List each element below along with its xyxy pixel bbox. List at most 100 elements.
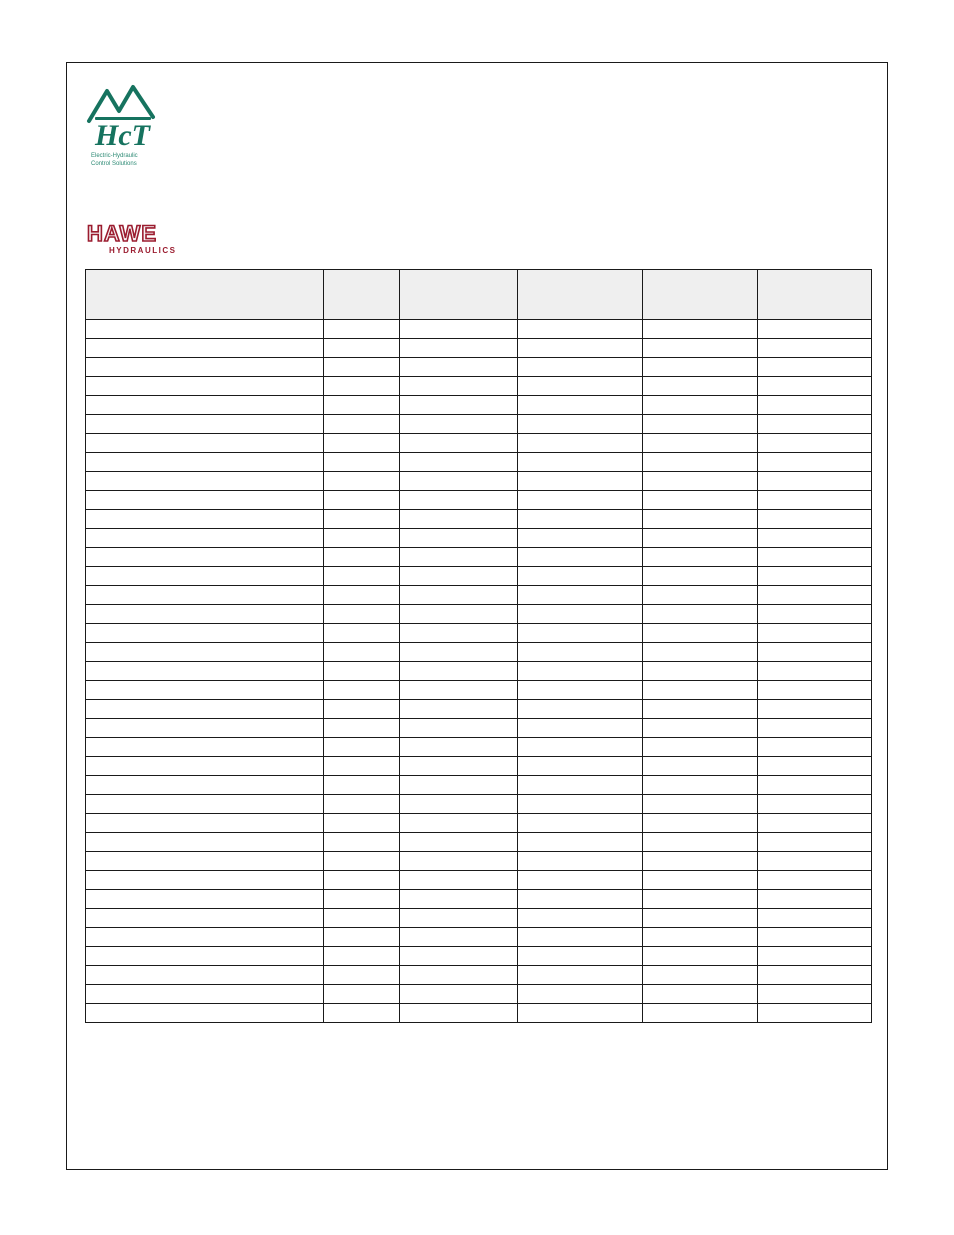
table-cell — [758, 757, 872, 776]
table-cell — [400, 320, 518, 339]
table-row — [86, 643, 872, 662]
table-row — [86, 453, 872, 472]
page: HcT Electric-Hydraulic Control Solutions… — [0, 0, 954, 1235]
table-cell — [758, 890, 872, 909]
table-cell — [400, 472, 518, 491]
table-cell — [324, 871, 400, 890]
table-cell — [643, 947, 758, 966]
table-cell — [758, 719, 872, 738]
table-cell — [86, 662, 324, 681]
table-cell — [86, 700, 324, 719]
table-cell — [86, 453, 324, 472]
table-cell — [86, 510, 324, 529]
table-cell — [324, 795, 400, 814]
table-cell — [643, 871, 758, 890]
table-cell — [643, 453, 758, 472]
table-cell — [758, 1004, 872, 1023]
table-cell — [758, 643, 872, 662]
hawe-logo: HAWE HYDRAULICS — [85, 217, 205, 259]
table-row — [86, 567, 872, 586]
table-row — [86, 871, 872, 890]
table-row — [86, 757, 872, 776]
table-cell — [518, 358, 643, 377]
table-cell — [643, 339, 758, 358]
table-cell — [518, 510, 643, 529]
table-cell — [758, 738, 872, 757]
table-row — [86, 510, 872, 529]
table-cell — [86, 567, 324, 586]
table-row — [86, 776, 872, 795]
table-row — [86, 833, 872, 852]
table-cell — [400, 396, 518, 415]
table-cell — [643, 605, 758, 624]
table-cell — [324, 358, 400, 377]
table-cell — [400, 928, 518, 947]
table-row — [86, 358, 872, 377]
table-cell — [758, 985, 872, 1004]
table-cell — [518, 909, 643, 928]
table-cell — [86, 472, 324, 491]
table-cell — [324, 624, 400, 643]
table-cell — [518, 339, 643, 358]
table-cell — [324, 852, 400, 871]
table-cell — [400, 586, 518, 605]
table-cell — [324, 586, 400, 605]
table-cell — [324, 510, 400, 529]
table-cell — [400, 453, 518, 472]
table-cell — [758, 510, 872, 529]
table-cell — [518, 966, 643, 985]
table-cell — [400, 377, 518, 396]
table-cell — [758, 681, 872, 700]
table-cell — [86, 358, 324, 377]
table-cell — [324, 719, 400, 738]
table-cell — [518, 415, 643, 434]
table-cell — [86, 871, 324, 890]
table-cell — [324, 662, 400, 681]
table-cell — [400, 662, 518, 681]
table-cell — [86, 434, 324, 453]
table-row — [86, 548, 872, 567]
table-cell — [86, 890, 324, 909]
table-cell — [86, 1004, 324, 1023]
table-cell — [758, 320, 872, 339]
table-cell — [758, 567, 872, 586]
table-cell — [86, 909, 324, 928]
table-cell — [643, 491, 758, 510]
col-header-4 — [643, 270, 758, 320]
table-cell — [643, 510, 758, 529]
table-cell — [400, 510, 518, 529]
table-cell — [643, 358, 758, 377]
table-cell — [400, 339, 518, 358]
table-cell — [324, 757, 400, 776]
table-cell — [86, 339, 324, 358]
table-cell — [324, 928, 400, 947]
table-cell — [324, 320, 400, 339]
table-cell — [324, 890, 400, 909]
table-cell — [400, 985, 518, 1004]
table-cell — [400, 871, 518, 890]
table-row — [86, 662, 872, 681]
table-row — [86, 415, 872, 434]
table-cell — [758, 529, 872, 548]
table-cell — [758, 966, 872, 985]
table-cell — [518, 567, 643, 586]
table-cell — [400, 947, 518, 966]
table-cell — [400, 567, 518, 586]
table-cell — [86, 415, 324, 434]
table-cell — [518, 643, 643, 662]
table-cell — [518, 662, 643, 681]
table-row — [86, 890, 872, 909]
table-cell — [86, 852, 324, 871]
hct-tagline-2: Control Solutions — [91, 161, 137, 167]
table-row — [86, 491, 872, 510]
table-cell — [86, 396, 324, 415]
table-cell — [324, 1004, 400, 1023]
table-cell — [400, 909, 518, 928]
table-cell — [758, 396, 872, 415]
table-cell — [324, 643, 400, 662]
table-cell — [86, 377, 324, 396]
table-cell — [400, 966, 518, 985]
data-table — [85, 269, 872, 1023]
table-cell — [758, 928, 872, 947]
table-cell — [86, 947, 324, 966]
